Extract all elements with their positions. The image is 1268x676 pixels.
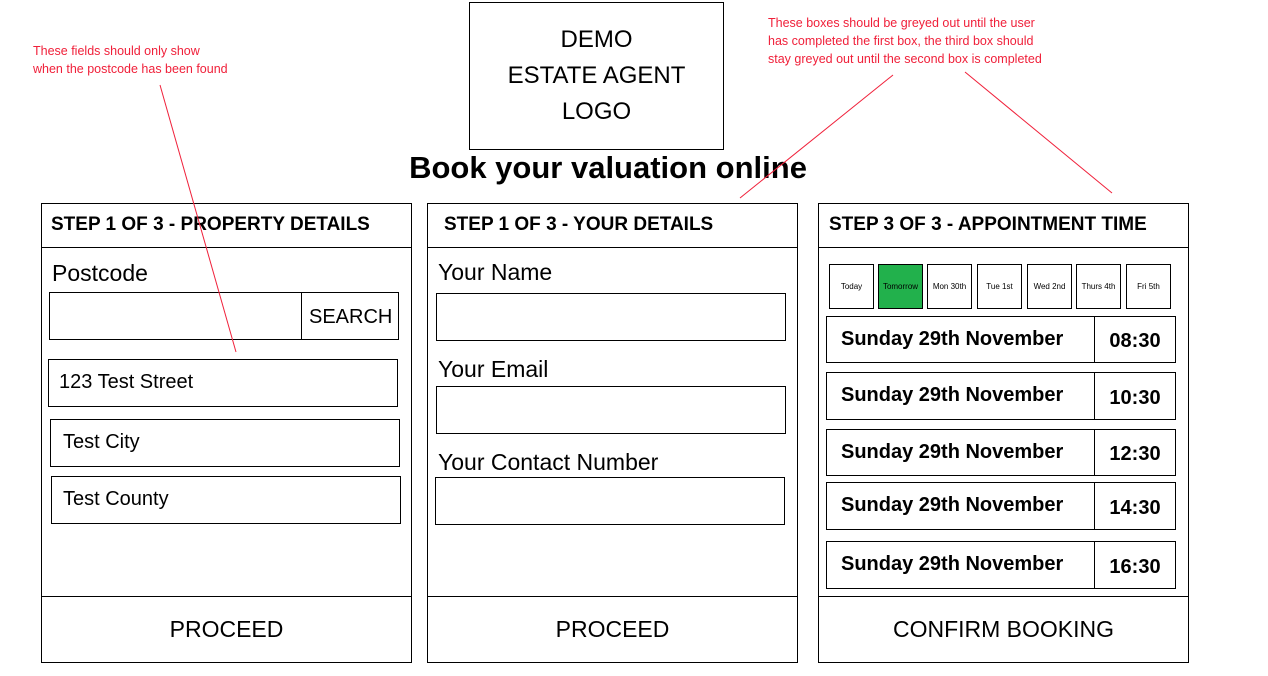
time-slot[interactable]: Sunday 29th November 10:30: [826, 372, 1176, 420]
address-line-field[interactable]: 123 Test Street: [48, 359, 398, 407]
postcode-label: Postcode: [52, 260, 148, 286]
phone-input[interactable]: [435, 477, 785, 525]
panel-header: STEP 1 OF 3 - YOUR DETAILS: [428, 204, 797, 248]
logo-line: DEMO: [560, 26, 633, 53]
confirm-booking-button[interactable]: CONFIRM BOOKING: [819, 596, 1188, 662]
search-button[interactable]: SEARCH: [301, 292, 399, 340]
time-slot[interactable]: Sunday 29th November 14:30: [826, 482, 1176, 530]
proceed-button[interactable]: PROCEED: [42, 596, 411, 662]
your-details-panel: STEP 1 OF 3 - YOUR DETAILS Your Name You…: [427, 203, 798, 663]
slot-date: Sunday 29th November: [841, 441, 1064, 463]
slot-time: 12:30: [1094, 430, 1175, 475]
slot-date: Sunday 29th November: [841, 553, 1064, 575]
slot-time: 14:30: [1094, 483, 1175, 529]
proceed-button[interactable]: PROCEED: [428, 596, 797, 662]
annotation-line: when the postcode has been found: [33, 62, 228, 76]
time-slot[interactable]: Sunday 29th November 12:30: [826, 429, 1176, 476]
annotation-line: These boxes should be greyed out until t…: [768, 16, 1035, 30]
annotation-line: has completed the first box, the third b…: [768, 34, 1034, 48]
county-field[interactable]: Test County: [51, 476, 401, 524]
slot-time: 16:30: [1094, 542, 1175, 588]
phone-label: Your Contact Number: [438, 449, 659, 475]
page-title: Book your valuation online: [409, 150, 807, 185]
slot-date: Sunday 29th November: [841, 494, 1064, 516]
day-tab[interactable]: Wed 2nd: [1027, 264, 1072, 309]
annotation-right: These boxes should be greyed out until t…: [768, 14, 1042, 68]
panel-header: STEP 3 OF 3 - APPOINTMENT TIME: [819, 204, 1188, 248]
slot-date: Sunday 29th November: [841, 328, 1064, 350]
email-input[interactable]: [436, 386, 786, 434]
time-slot[interactable]: Sunday 29th November 16:30: [826, 541, 1176, 589]
name-label: Your Name: [438, 259, 553, 285]
annotation-left: These fields should only show when the p…: [33, 42, 228, 78]
postcode-input[interactable]: [49, 292, 302, 340]
time-slot[interactable]: Sunday 29th November 08:30: [826, 316, 1176, 363]
panel-header: STEP 1 OF 3 - PROPERTY DETAILS: [42, 204, 411, 248]
day-tab[interactable]: Mon 30th: [927, 264, 972, 309]
annotation-line: stay greyed out until the second box is …: [768, 52, 1042, 66]
logo-line: ESTATE AGENT LOGO: [507, 62, 686, 125]
day-tab[interactable]: Today: [829, 264, 874, 309]
appointment-time-panel: STEP 3 OF 3 - APPOINTMENT TIME CONFIRM B…: [818, 203, 1189, 663]
email-label: Your Email: [438, 356, 549, 382]
slot-time: 08:30: [1094, 317, 1175, 362]
annotation-line: These fields should only show: [33, 44, 200, 58]
day-tab[interactable]: Tue 1st: [977, 264, 1022, 309]
logo-placeholder: DEMO ESTATE AGENT LOGO: [469, 2, 724, 150]
slot-time: 10:30: [1094, 373, 1175, 419]
day-tab[interactable]: Thurs 4th: [1076, 264, 1121, 309]
slot-date: Sunday 29th November: [841, 384, 1064, 406]
name-input[interactable]: [436, 293, 786, 341]
city-field[interactable]: Test City: [50, 419, 400, 467]
day-tab[interactable]: Fri 5th: [1126, 264, 1171, 309]
day-tab-selected[interactable]: Tomorrow: [878, 264, 923, 309]
